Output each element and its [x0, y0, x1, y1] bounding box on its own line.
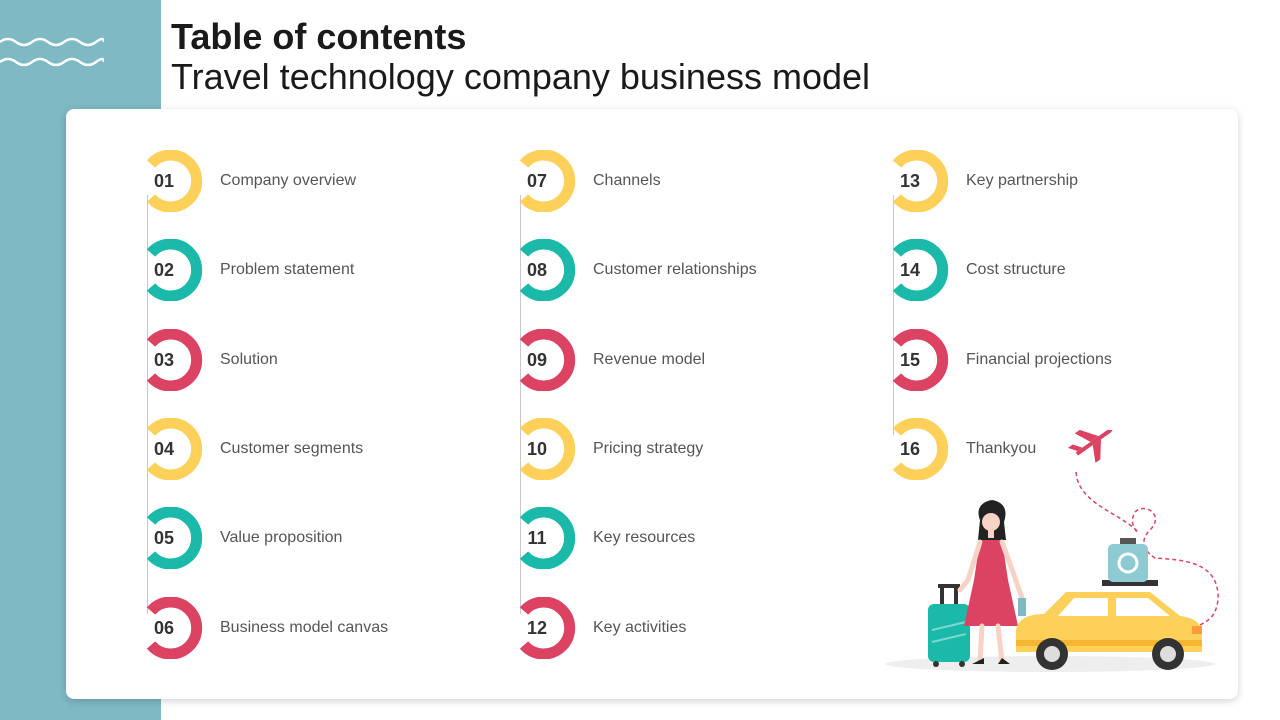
toc-item-label: Value proposition — [220, 529, 343, 547]
number-ring-icon — [146, 239, 203, 302]
contents-card — [66, 109, 1238, 699]
toc-item-label: Business model canvas — [220, 618, 389, 636]
toc-item-label: Revenue model — [593, 350, 706, 368]
toc-item[interactable]: 12 Key activities — [519, 596, 860, 659]
number-ring-icon — [892, 417, 949, 480]
toc-item[interactable]: 05 Value proposition — [146, 507, 487, 570]
number-ring-icon — [519, 417, 576, 480]
toc-item[interactable]: 14 Cost structure — [892, 239, 1233, 302]
toc-item-label: Key partnership — [966, 172, 1079, 189]
suitcase-icon — [928, 584, 970, 667]
toc-item-label: Solution — [220, 350, 278, 368]
number-ring-icon — [892, 239, 949, 302]
number-ring-icon — [146, 596, 203, 659]
toc-item[interactable]: 02 Problem statement — [146, 239, 487, 302]
toc-item[interactable]: 06 Business model canvas — [146, 596, 487, 659]
toc-item[interactable]: 16 Thankyou — [892, 417, 1233, 480]
toc-item-label: Customer segments — [220, 439, 364, 457]
toc-item-number: 09 — [526, 349, 548, 370]
toc-item-label: Customer relationships — [593, 261, 757, 279]
toc-item-number: 04 — [153, 438, 175, 459]
toc-item-label: Problem statement — [220, 261, 355, 279]
taxi-car-icon — [1016, 592, 1202, 670]
contents-column-1: 01 Company overview 02 Problem statement 03 S… — [146, 150, 487, 670]
contents-column-2: 07 Channels 08 Customer relationships 09 Reve… — [519, 150, 860, 670]
toc-item-number: 01 — [153, 171, 175, 191]
toc-item-label: Company overview — [220, 172, 357, 189]
page-title: Table of contents — [171, 16, 467, 57]
number-ring-icon — [146, 150, 203, 212]
toc-item-number: 06 — [153, 617, 175, 638]
flight-path — [1075, 471, 1219, 626]
toc-item[interactable]: 08 Customer relationships — [519, 239, 860, 302]
number-ring-icon — [519, 328, 576, 391]
toc-item[interactable]: 11 Key resources — [519, 507, 860, 570]
toc-item-label: Channels — [593, 172, 661, 189]
toc-item-label: Pricing strategy — [593, 439, 704, 457]
toc-item[interactable]: 04 Customer segments — [146, 417, 487, 480]
number-ring-icon — [519, 507, 576, 570]
toc-item-number: 07 — [526, 171, 548, 191]
travel-illustration — [885, 430, 1219, 672]
column-connector-line — [893, 195, 894, 435]
toc-item-label: Key resources — [593, 529, 696, 547]
toc-item[interactable]: 13 Key partnership — [892, 150, 1233, 212]
toc-item-number: 12 — [526, 617, 548, 638]
toc-item[interactable]: 09 Revenue model — [519, 328, 860, 391]
contents-column-3: 13 Key partnership 14 Cost structure 15 Finan… — [892, 150, 1233, 670]
toc-item-number: 08 — [526, 260, 548, 281]
toc-item-number: 16 — [899, 438, 921, 459]
toc-item[interactable]: 03 Solution — [146, 328, 487, 391]
toc-item-number: 03 — [153, 349, 175, 370]
number-ring-icon — [146, 507, 203, 570]
toc-item-number: 10 — [526, 438, 548, 459]
woman-traveler-icon — [957, 500, 1026, 665]
number-ring-icon — [892, 328, 949, 391]
toc-item[interactable]: 10 Pricing strategy — [519, 417, 860, 480]
number-ring-icon — [146, 417, 203, 480]
airplane-icon — [1067, 430, 1115, 463]
page-subtitle: Travel technology company business model — [171, 56, 871, 97]
number-ring-icon — [519, 596, 576, 659]
number-ring-icon — [519, 150, 576, 212]
toc-item-label: Thankyou — [966, 439, 1037, 457]
luggage-icon — [1102, 538, 1158, 586]
toc-item[interactable]: 07 Channels — [519, 150, 860, 212]
toc-item[interactable]: 15 Financial projections — [892, 328, 1233, 391]
number-ring-icon — [892, 150, 949, 212]
number-ring-icon — [146, 328, 203, 391]
wave-lines-icon — [0, 37, 104, 67]
toc-item-number: 02 — [153, 260, 175, 281]
number-ring-icon — [519, 239, 576, 302]
toc-item-label: Cost structure — [966, 261, 1066, 279]
toc-item-number: 13 — [899, 171, 921, 191]
toc-item-number: 14 — [899, 260, 921, 281]
toc-item-label: Financial projections — [966, 350, 1112, 368]
toc-item-label: Key activities — [593, 618, 687, 636]
column-connector-line — [520, 195, 521, 614]
toc-item[interactable]: 01 Company overview — [146, 150, 487, 212]
toc-item-number: 15 — [899, 349, 921, 370]
toc-item-number: 05 — [153, 528, 175, 549]
toc-item-number: 11 — [527, 528, 547, 549]
column-connector-line — [147, 195, 148, 614]
